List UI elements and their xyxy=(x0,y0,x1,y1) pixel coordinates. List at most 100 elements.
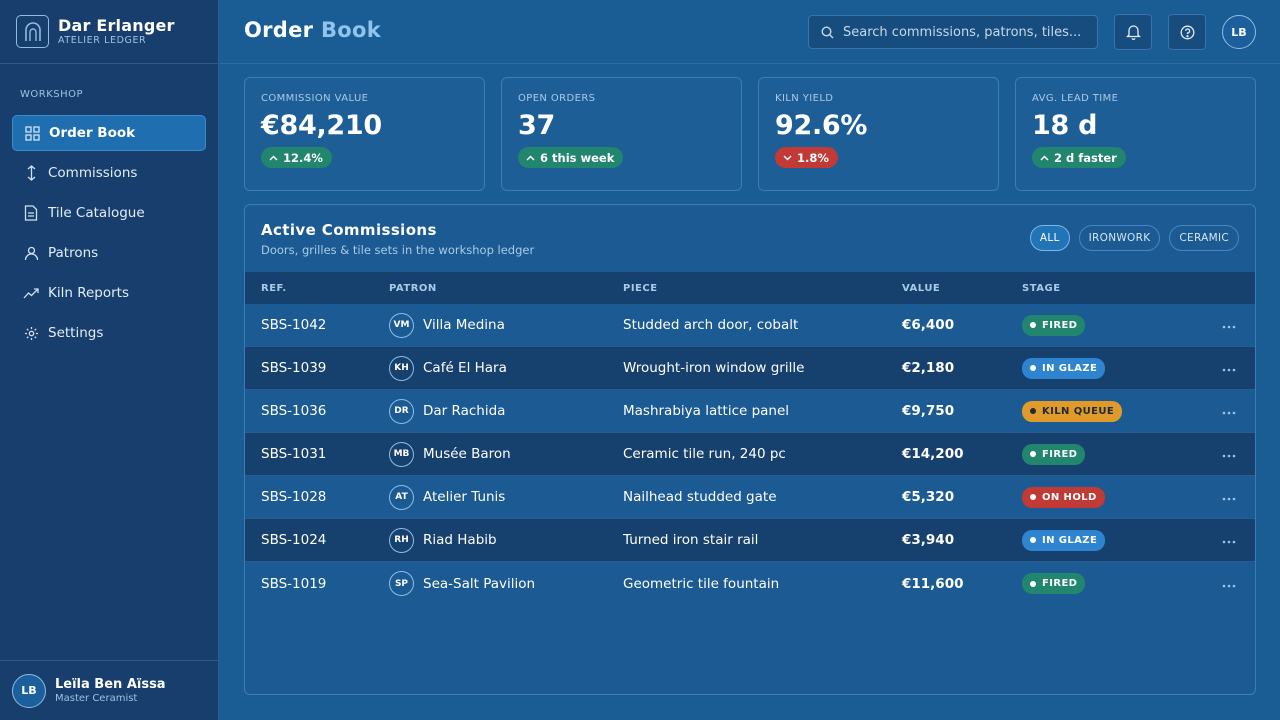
status-badge: IN GLAZE xyxy=(1022,529,1106,551)
col-piece[interactable]: PIECE xyxy=(623,282,658,294)
chevron-up-icon xyxy=(526,154,535,161)
kpi-value: €84,210 xyxy=(261,110,382,141)
row-patron: AT Atelier Tunis xyxy=(389,484,505,510)
user-avatar-button[interactable]: LB xyxy=(1222,15,1256,49)
notifications-button[interactable] xyxy=(1114,14,1152,50)
row-ref: SBS-1031 xyxy=(261,446,327,462)
row-more-menu[interactable] xyxy=(1222,532,1236,548)
search-box[interactable] xyxy=(808,15,1098,49)
more-horizontal-icon xyxy=(1222,454,1236,458)
status-dot xyxy=(1030,580,1036,587)
sidebar-item-patrons[interactable]: Patrons xyxy=(12,235,206,271)
table-row[interactable]: SBS-1028 AT Atelier Tunis Nailhead studd… xyxy=(245,476,1255,519)
col-stage[interactable]: STAGE xyxy=(1022,282,1061,294)
panel-title: Active Commissions xyxy=(261,221,437,239)
help-button[interactable] xyxy=(1168,14,1206,50)
avatar: AT xyxy=(389,484,414,510)
avatar: DR xyxy=(389,398,414,424)
row-value: €6,400 xyxy=(902,317,955,333)
chevron-down-icon xyxy=(783,154,792,161)
arch-icon xyxy=(16,15,49,48)
status-badge: ON HOLD xyxy=(1022,486,1105,508)
filter-all[interactable]: ALL xyxy=(1029,225,1070,251)
help-icon xyxy=(1180,25,1195,40)
kpi-avg-lead-time[interactable]: AVG. LEAD TIME 18 d 2 d faster xyxy=(1015,77,1256,191)
status-badge: IN GLAZE xyxy=(1022,357,1106,379)
gear-icon xyxy=(23,325,39,341)
patron-name: Café El Hara xyxy=(423,360,507,376)
row-stage: IN GLAZE xyxy=(1022,529,1106,551)
patron-name: Musée Baron xyxy=(423,446,511,462)
sidebar-item-commissions[interactable]: Commissions xyxy=(12,155,206,191)
table-row[interactable]: SBS-1019 SP Sea-Salt Pavilion Geometric … xyxy=(245,562,1255,605)
row-more-menu[interactable] xyxy=(1222,360,1236,376)
search-input[interactable] xyxy=(843,24,1083,40)
avatar: MB xyxy=(389,441,414,467)
sidebar-item-order-book[interactable]: Order Book xyxy=(12,115,206,151)
trend-badge: 1.8% xyxy=(775,147,838,168)
row-piece: Wrought-iron window grille xyxy=(623,360,805,376)
row-piece: Studded arch door, cobalt xyxy=(623,317,799,333)
table-row[interactable]: SBS-1039 KH Café El Hara Wrought-iron wi… xyxy=(245,347,1255,390)
status-text: ON HOLD xyxy=(1042,491,1097,503)
patron-name: Villa Medina xyxy=(423,317,505,333)
status-badge: FIRED xyxy=(1022,443,1086,465)
row-piece: Geometric tile fountain xyxy=(623,575,780,592)
col-patron[interactable]: PATRON xyxy=(389,282,437,294)
col-value[interactable]: VALUE xyxy=(902,282,941,294)
row-stage: FIRED xyxy=(1022,314,1086,336)
sidebar-item-label: Commissions xyxy=(48,165,138,181)
row-more-menu[interactable] xyxy=(1222,489,1236,505)
brand[interactable]: Dar Erlanger ATELIER LEDGER xyxy=(0,0,218,64)
row-value: €3,940 xyxy=(902,532,955,548)
avatar: LB xyxy=(12,673,46,708)
patron-name: Riad Habib xyxy=(423,532,497,548)
row-patron: MB Musée Baron xyxy=(389,441,511,467)
table-row[interactable]: SBS-1031 MB Musée Baron Ceramic tile run… xyxy=(245,433,1255,476)
kpi-commission-value[interactable]: COMMISSION VALUE €84,210 12.4% xyxy=(244,77,485,191)
status-dot xyxy=(1030,537,1036,543)
row-more-menu[interactable] xyxy=(1222,576,1236,592)
filter-chips: ALL IRONWORK CERAMIC xyxy=(1021,225,1239,251)
kpi-open-orders[interactable]: OPEN ORDERS 37 6 this week xyxy=(501,77,742,191)
active-commissions-panel: Active Commissions Doors, grilles & tile… xyxy=(244,204,1256,695)
status-badge: FIRED xyxy=(1022,314,1086,336)
filter-ironwork[interactable]: IRONWORK xyxy=(1078,225,1161,251)
page-title-main: Order xyxy=(244,18,314,42)
more-horizontal-icon xyxy=(1222,411,1236,415)
sidebar-item-settings[interactable]: Settings xyxy=(12,315,206,351)
row-stage: ON HOLD xyxy=(1022,486,1105,508)
row-value: €11,600 xyxy=(902,575,964,592)
trend-text: 6 this week xyxy=(540,150,615,165)
more-horizontal-icon xyxy=(1222,497,1236,501)
sidebar-section-label: WORKSHOP xyxy=(20,89,84,100)
sidebar-item-tile-catalogue[interactable]: Tile Catalogue xyxy=(12,195,206,231)
table-row[interactable]: SBS-1024 RH Riad Habib Turned iron stair… xyxy=(245,519,1255,562)
current-user[interactable]: LB Leïla Ben Aïssa Master Ceramist xyxy=(0,660,219,720)
status-badge: KILN QUEUE xyxy=(1022,400,1123,422)
row-ref: SBS-1036 xyxy=(261,403,327,419)
col-ref[interactable]: REF. xyxy=(261,282,287,294)
table-row[interactable]: SBS-1036 DR Dar Rachida Mashrabiya latti… xyxy=(245,390,1255,433)
kpi-kiln-yield[interactable]: KILN YIELD 92.6% 1.8% xyxy=(758,77,999,191)
kpi-value: 37 xyxy=(518,110,555,141)
kpi-value: 92.6% xyxy=(775,110,868,141)
status-text: FIRED xyxy=(1042,319,1078,331)
status-dot xyxy=(1030,365,1036,371)
sidebar-item-kiln-reports[interactable]: Kiln Reports xyxy=(12,275,206,311)
patron-name: Dar Rachida xyxy=(423,403,506,419)
row-stage: FIRED xyxy=(1022,573,1086,594)
filter-ceramic[interactable]: CERAMIC xyxy=(1169,225,1239,251)
avatar: SP xyxy=(389,571,414,596)
table-row[interactable]: SBS-1042 VM Villa Medina Studded arch do… xyxy=(245,304,1255,347)
row-more-menu[interactable] xyxy=(1222,446,1236,462)
row-more-menu[interactable] xyxy=(1222,317,1236,333)
row-patron: VM Villa Medina xyxy=(389,312,505,338)
sidebar-item-label: Order Book xyxy=(49,125,136,141)
status-dot xyxy=(1030,408,1036,414)
row-stage: FIRED xyxy=(1022,443,1086,465)
row-ref: SBS-1042 xyxy=(261,317,327,333)
kpi-value: 18 d xyxy=(1032,110,1098,141)
row-more-menu[interactable] xyxy=(1222,403,1236,419)
more-horizontal-icon xyxy=(1222,540,1236,544)
